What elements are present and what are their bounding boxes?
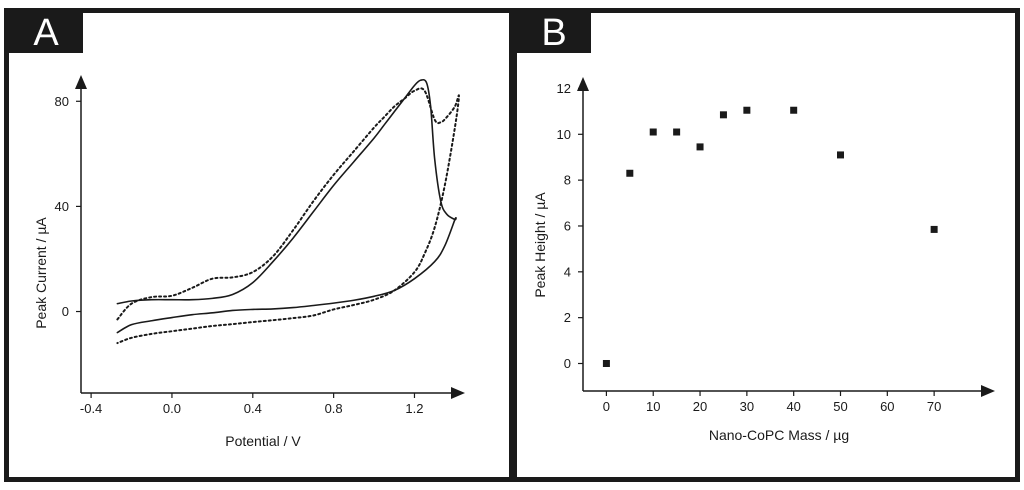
scatter-chart: 0 10 20 30 40 50 60 70 0 2 4 6 8 10 12 Nano-CoPC Mass /… (532, 77, 995, 443)
cv-curve-dotted (116, 87, 460, 345)
a-y-axis-arrow (75, 75, 87, 89)
b-x-tick-label: 0 (603, 399, 610, 414)
b-y-tick-label: 8 (564, 173, 571, 188)
b-y-tick-label: 4 (564, 264, 571, 279)
data-point (837, 151, 844, 159)
a-y-tick-label: 80 (55, 94, 69, 109)
data-point (743, 106, 751, 114)
b-x-tick-label: 60 (880, 399, 894, 414)
a-x-tick-label: 0.0 (163, 401, 181, 416)
data-point (719, 111, 727, 119)
b-y-tick-label: 10 (557, 127, 571, 142)
a-y-axis-title: Peak Current / µA (33, 217, 49, 329)
b-x-tick-label: 50 (833, 399, 847, 414)
a-x-tick-label: 0.8 (325, 401, 343, 416)
b-y-tick-label: 2 (564, 310, 571, 325)
panel-a: A -0.4 0.0 0.4 0.8 1.2 0 40 80 Potential / V Peak… (4, 8, 514, 482)
b-x-tick-label: 10 (646, 399, 660, 414)
a-x-tick-label: 0.4 (244, 401, 262, 416)
data-point (790, 106, 798, 114)
b-y-axis-arrow (577, 77, 589, 91)
b-y-tick-label: 12 (557, 81, 571, 96)
b-x-tick-label: 30 (740, 399, 754, 414)
panel-a-label: A (9, 13, 83, 53)
a-x-tick-label: 1.2 (405, 401, 423, 416)
a-x-tick-label: -0.4 (80, 401, 102, 416)
b-y-axis-title: Peak Height / µA (532, 192, 548, 298)
data-point (673, 128, 681, 136)
data-point (649, 128, 657, 136)
data-point (696, 143, 704, 151)
data-point (602, 359, 610, 367)
b-x-tick-label: 40 (786, 399, 800, 414)
data-point (626, 169, 634, 177)
cv-curve-solid (116, 78, 457, 334)
b-y-tick-label: 0 (564, 356, 571, 371)
b-x-axis-arrow (981, 385, 995, 397)
panel-b-label: B (517, 13, 591, 53)
data-point (930, 225, 938, 233)
panel-b: B 0 10 20 30 40 50 60 70 0 2 4 6 8 10 12 Nano-CoPC Mass… (512, 8, 1020, 482)
a-x-axis-title: Potential / V (225, 433, 301, 449)
cv-chart: -0.4 0.0 0.4 0.8 1.2 0 40 80 Potential / V Peak C… (33, 75, 465, 449)
b-x-axis-title: Nano-CoPC Mass / µg (709, 427, 849, 443)
a-y-tick-label: 40 (55, 199, 69, 214)
b-x-tick-label: 20 (693, 399, 707, 414)
a-x-axis-arrow (451, 387, 465, 399)
b-x-tick-label: 70 (927, 399, 941, 414)
b-y-tick-label: 6 (564, 218, 571, 233)
a-y-tick-label: 0 (62, 304, 69, 319)
